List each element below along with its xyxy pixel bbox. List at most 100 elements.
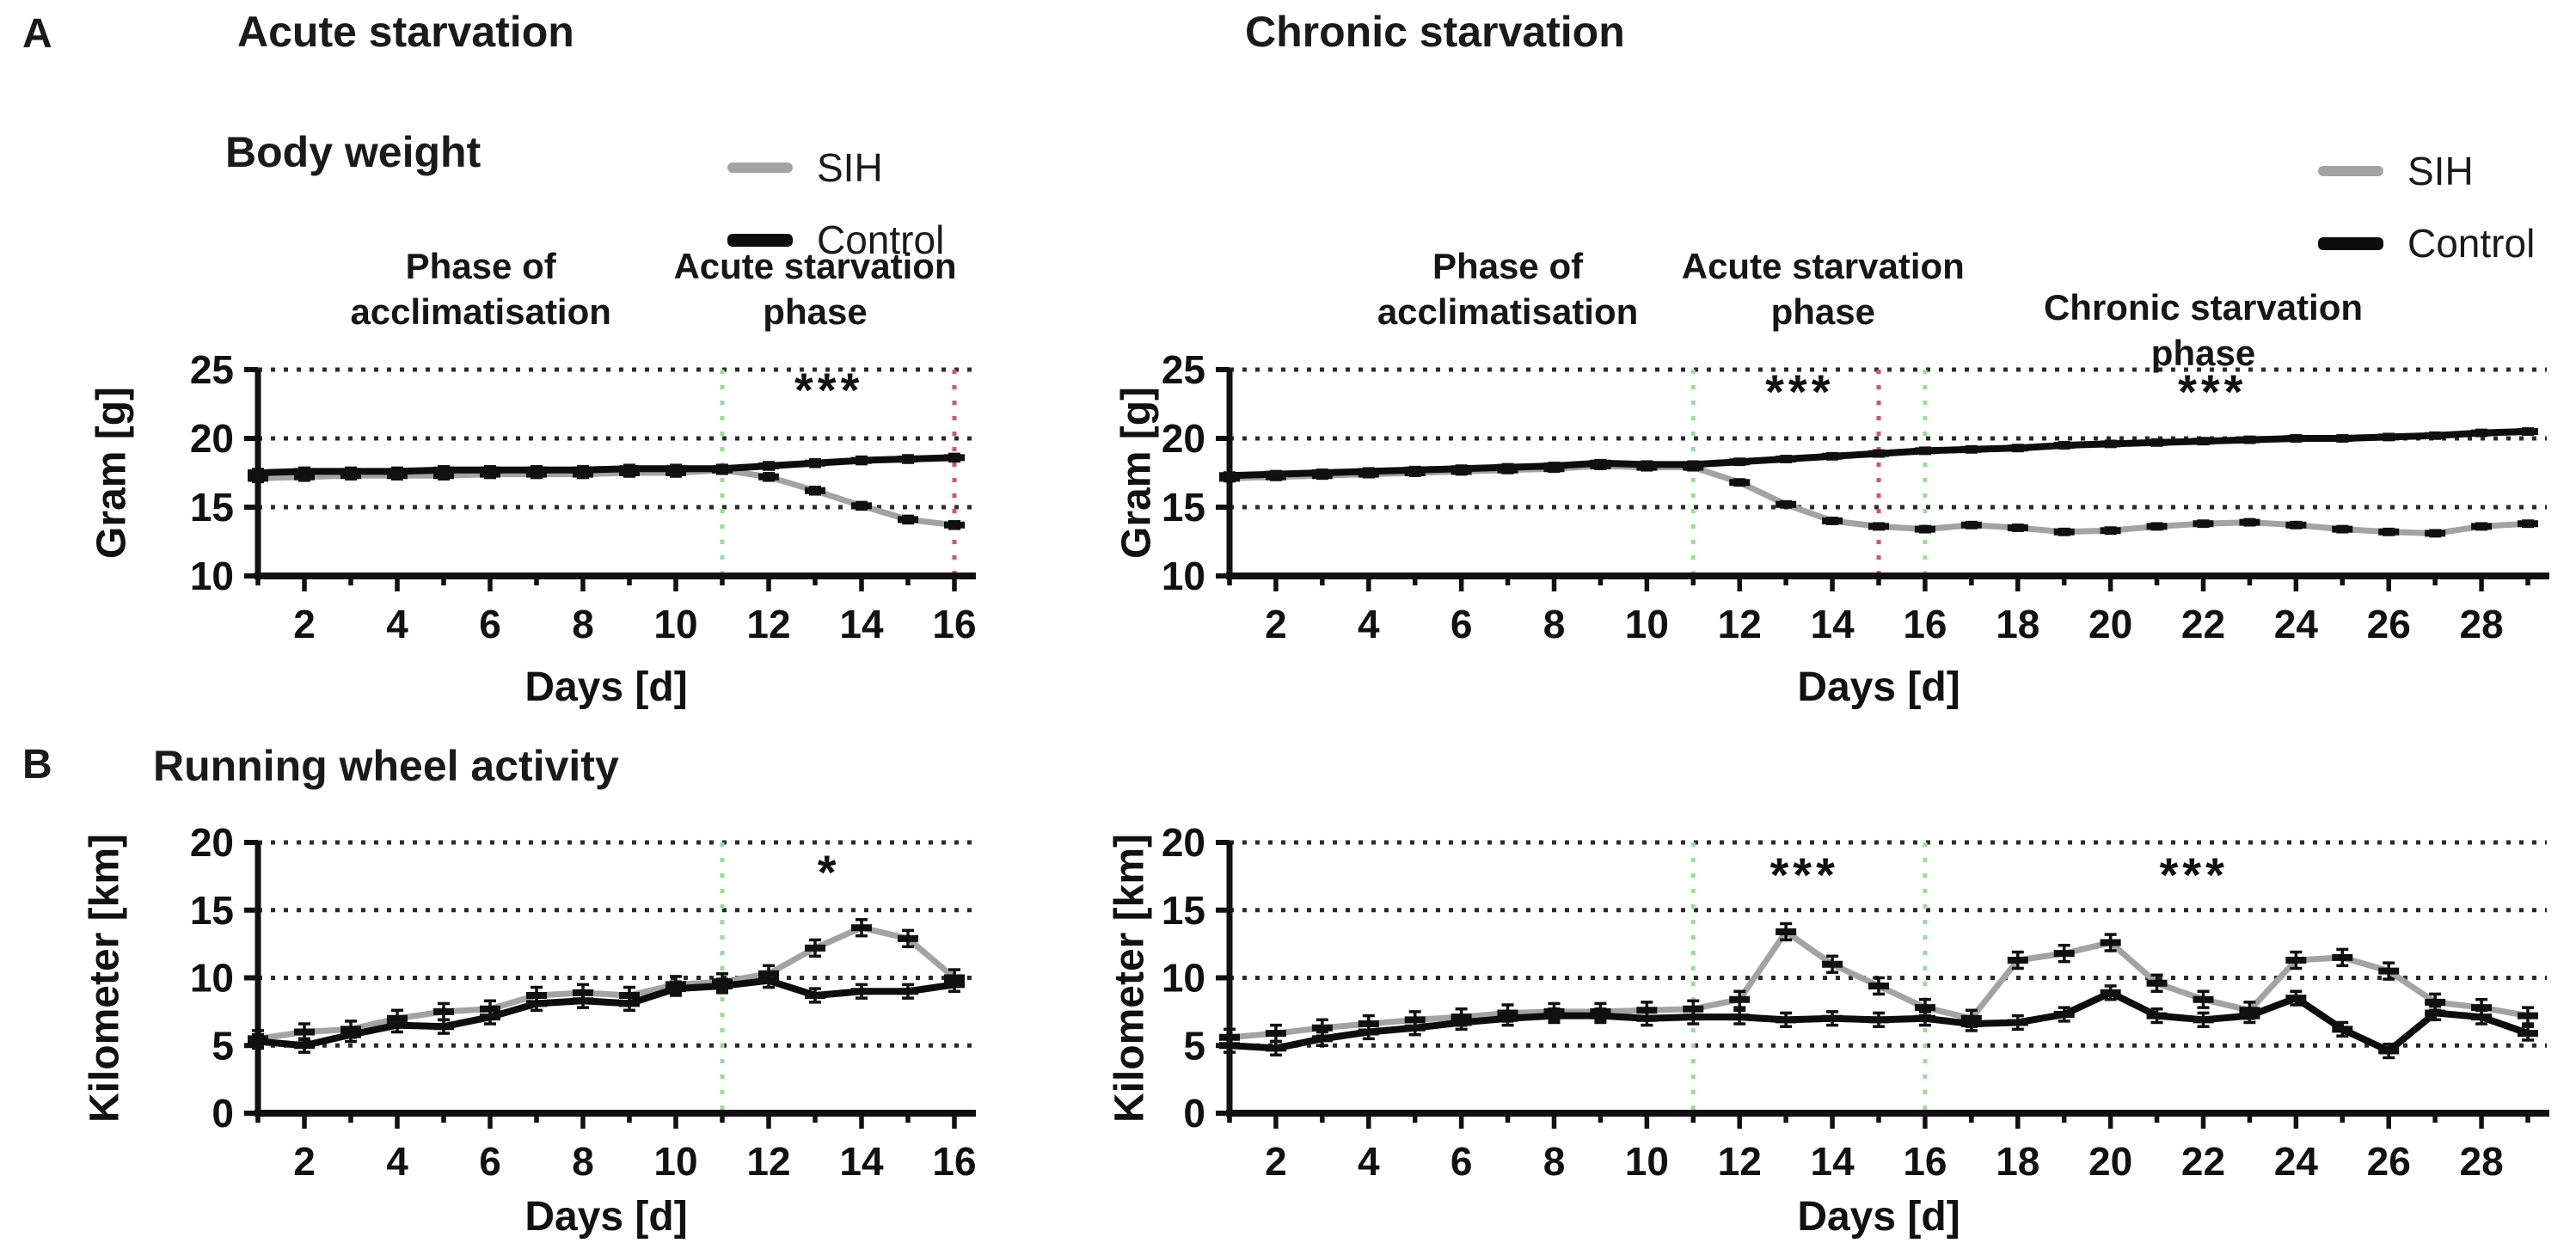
- x-tick-label: 2: [1265, 602, 1287, 646]
- y-tick-label: 20: [1162, 820, 1205, 865]
- sih-line-swatch: [2318, 166, 2383, 176]
- y-tick-label: 15: [190, 888, 234, 933]
- x-tick-label: 14: [1810, 1139, 1855, 1184]
- x-tick-label: 10: [653, 602, 697, 646]
- column-title-acute: Acute starvation: [237, 8, 574, 56]
- row-title-body-weight: Body weight: [225, 128, 481, 176]
- y-tick-label: 10: [190, 554, 234, 598]
- y-tick-label: 0: [1183, 1091, 1205, 1136]
- x-tick-label: 6: [479, 602, 501, 646]
- phase-label: Acute starvation phase: [673, 246, 957, 332]
- x-tick-label: 22: [2181, 1139, 2225, 1184]
- x-tick-label: 22: [2181, 602, 2225, 646]
- x-tick-label: 10: [1625, 1139, 1669, 1184]
- x-tick-label: 16: [1903, 1139, 1947, 1184]
- y-tick-label: 10: [1162, 554, 1205, 598]
- panel-a-label: A: [22, 11, 52, 57]
- x-tick-label: 16: [1903, 602, 1947, 646]
- legend-label-control: Control: [2407, 221, 2536, 266]
- x-tick-label: 16: [932, 1139, 976, 1184]
- x-tick-label: 2: [1265, 1139, 1287, 1184]
- legend-entry-control: Control: [727, 217, 944, 263]
- x-tick-label: 6: [1451, 602, 1473, 646]
- x-tick-label: 20: [2088, 1139, 2132, 1184]
- phase-label: Phase of acclimatisation: [350, 246, 611, 332]
- x-tick-label: 28: [2459, 1139, 2503, 1184]
- x-axis-label-rwa-acute: Days [d]: [524, 1194, 688, 1240]
- x-axis-label-rwa-chronic: Days [d]: [1797, 1194, 1960, 1240]
- x-tick-label: 2: [293, 1139, 316, 1184]
- x-tick-label: 12: [1718, 602, 1762, 646]
- x-tick-label: 4: [1358, 602, 1380, 646]
- x-tick-label: 10: [1625, 602, 1669, 646]
- column-title-chronic: Chronic starvation: [1245, 8, 1625, 56]
- y-tick-label: 15: [1162, 888, 1205, 933]
- y-tick-label: 5: [1183, 1023, 1205, 1068]
- significance-annotation: *: [818, 845, 841, 899]
- control-line-swatch: [727, 233, 793, 247]
- row-title-running-wheel: Running wheel activity: [153, 742, 619, 790]
- x-tick-label: 18: [1996, 602, 2039, 646]
- legend-label-sih: SIH: [2407, 149, 2474, 193]
- x-tick-label: 4: [1358, 1139, 1380, 1184]
- significance-annotation: ***: [1770, 848, 1839, 902]
- x-tick-label: 14: [839, 602, 884, 646]
- legend-entry-control: Control: [2318, 220, 2535, 266]
- y-tick-label: 10: [190, 956, 234, 1001]
- x-tick-label: 10: [653, 1139, 697, 1184]
- significance-annotation: ***: [2160, 848, 2229, 902]
- x-tick-label: 6: [1451, 1139, 1473, 1184]
- y-tick-label: 10: [1162, 956, 1205, 1001]
- y-tick-label: 15: [190, 485, 234, 530]
- x-tick-label: 8: [1543, 1139, 1566, 1184]
- series-line-sih: [257, 924, 957, 1042]
- x-tick-label: 14: [1810, 602, 1855, 646]
- x-tick-label: 12: [746, 1139, 790, 1184]
- x-axis-label-bw-acute: Days [d]: [524, 664, 688, 710]
- legend-entry-sih: SIH: [2318, 148, 2535, 194]
- phase-label: Chronic starvation phase: [2043, 287, 2364, 373]
- y-tick-label: 25: [1162, 347, 1205, 392]
- x-tick-label: 20: [2088, 602, 2132, 646]
- sih-line-swatch: [727, 162, 793, 173]
- legend-entry-sih: SIH: [727, 144, 944, 191]
- series-line-control: [257, 454, 955, 476]
- legend-acute: SIH Control: [727, 144, 944, 263]
- legend-label-control: Control: [817, 217, 945, 262]
- control-line-swatch: [2318, 236, 2383, 250]
- x-tick-label: 4: [386, 1139, 408, 1184]
- significance-annotation: ***: [794, 363, 863, 417]
- chart-body-weight-acute: *** 10 15 20 25 2 4 6 8 10 12 14 16: [190, 347, 977, 646]
- x-tick-label: 18: [1996, 1139, 2039, 1184]
- x-tick-label: 8: [1543, 602, 1566, 646]
- legend-chronic: SIH Control: [2318, 148, 2535, 266]
- x-tick-label: 24: [2274, 1139, 2319, 1184]
- x-tick-label: 24: [2274, 602, 2319, 646]
- series-line-control: [257, 977, 955, 1050]
- legend-label-sih: SIH: [817, 145, 883, 190]
- y-tick-label: 0: [212, 1091, 234, 1136]
- x-tick-label: 12: [1718, 1139, 1762, 1184]
- significance-annotation: ***: [2178, 364, 2247, 419]
- x-tick-label: 6: [479, 1139, 501, 1184]
- chart-running-wheel-acute: * 0 5 10 15 20 2 4 6 8 10 12 14 16: [190, 820, 977, 1184]
- y-tick-label: 20: [190, 416, 234, 461]
- y-tick-label: 20: [190, 820, 234, 865]
- x-tick-label: 2: [293, 602, 316, 646]
- y-tick-label: 25: [190, 347, 234, 392]
- series-line-sih: [257, 467, 955, 529]
- x-tick-label: 8: [572, 602, 594, 646]
- phase-label: Phase of acclimatisation: [1377, 246, 1639, 332]
- x-tick-label: 14: [839, 1139, 884, 1184]
- x-tick-label: 16: [932, 602, 976, 646]
- x-tick-label: 12: [746, 602, 790, 646]
- x-tick-label: 28: [2459, 602, 2503, 646]
- y-tick-label: 5: [212, 1023, 234, 1068]
- x-tick-label: 8: [572, 1139, 594, 1184]
- x-tick-label: 4: [386, 602, 408, 646]
- y-tick-label: 20: [1162, 416, 1205, 461]
